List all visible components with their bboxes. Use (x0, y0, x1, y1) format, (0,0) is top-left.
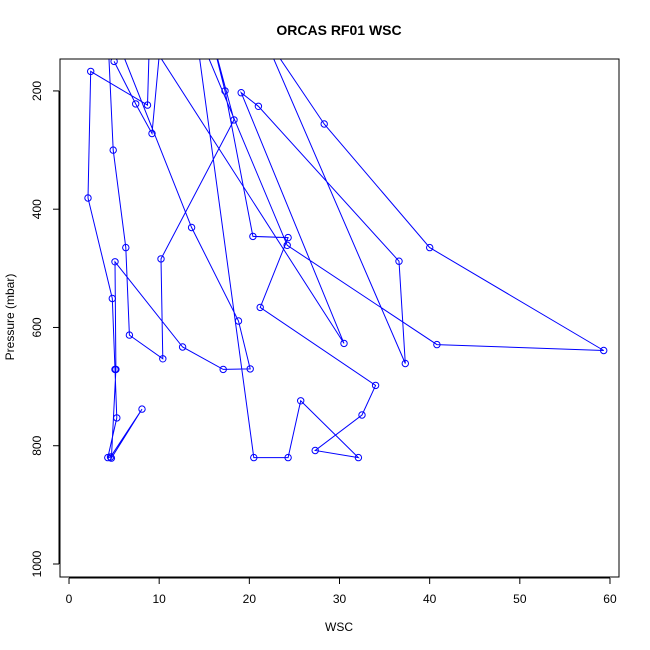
y-tick-label: 1000 (30, 550, 44, 577)
data-point-26 (221, 87, 229, 95)
data-point-43 (259, 29, 265, 35)
data-point-10 (107, 454, 116, 462)
data-point-27 (249, 232, 257, 241)
data-point-18 (104, 11, 110, 17)
data-point-42 (320, 120, 328, 128)
x-tick-label: 50 (513, 592, 527, 606)
y-tick-label: 800 (30, 435, 44, 455)
data-point-1 (143, 101, 152, 109)
data-point-0 (146, 40, 152, 46)
data-point-37 (192, 23, 198, 29)
data-point-31 (358, 411, 366, 419)
data-point-35 (284, 453, 292, 462)
data-point-20 (122, 243, 130, 252)
x-tick-label: 20 (243, 592, 257, 606)
data-point-7 (104, 453, 112, 462)
data-point-16 (234, 317, 243, 325)
data-point-14 (219, 365, 227, 374)
data-point-47 (237, 89, 245, 97)
x-tick-label: 30 (333, 592, 347, 606)
data-point-50 (148, 129, 156, 138)
data-point-49 (158, 59, 161, 60)
x-tick-label: 10 (152, 592, 166, 606)
plot-frame (59, 58, 620, 578)
data-point-22 (159, 355, 167, 363)
data-point-13 (178, 343, 187, 351)
data-point-32 (311, 446, 319, 455)
data-point-46 (254, 102, 263, 111)
y-tick-label: 600 (30, 317, 44, 337)
data-point-23 (157, 255, 165, 263)
data-point-8 (106, 453, 115, 461)
data-point-28 (284, 233, 292, 242)
y-tick-label: 400 (30, 199, 44, 219)
series-markers (84, 11, 608, 462)
x-tick-label: 60 (603, 592, 617, 606)
data-point-25 (206, 23, 212, 29)
x-tick-label: 0 (66, 592, 73, 606)
data-point-15 (246, 365, 254, 373)
x-tick-label: 40 (423, 592, 437, 606)
x-axis: 0 10 20 30 40 50 60 (66, 577, 617, 606)
data-point-11 (112, 365, 120, 374)
data-point-51 (132, 100, 140, 108)
data-point-3 (84, 194, 92, 202)
data-point-38 (283, 241, 291, 250)
y-tick-label: 200 (30, 81, 44, 101)
data-point-52 (110, 59, 118, 66)
data-point-39 (433, 340, 441, 349)
plot-area (84, 11, 608, 462)
data-point-41 (426, 243, 434, 252)
data-point-40 (600, 346, 608, 355)
data-point-24 (230, 116, 238, 124)
data-point-6 (113, 414, 121, 422)
data-point-34 (297, 397, 305, 405)
data-point-17 (187, 223, 196, 232)
data-point-21 (125, 331, 134, 339)
data-point-48 (340, 339, 348, 348)
data-point-4 (108, 294, 117, 303)
y-axis: 200 400 600 800 1000 (30, 81, 60, 577)
data-point-9 (138, 405, 146, 413)
data-point-33 (354, 453, 363, 462)
chart-title: ORCAS RF01 WSC (276, 22, 401, 38)
data-point-44 (401, 359, 409, 368)
series-line (87, 59, 604, 460)
data-point-2 (87, 67, 95, 76)
x-axis-label: WSC (325, 620, 353, 634)
data-point-45 (395, 257, 403, 265)
data-point-30 (371, 381, 380, 390)
data-point-36 (250, 453, 258, 462)
data-point-29 (256, 303, 264, 312)
data-point-19 (109, 146, 117, 154)
data-point-12 (111, 258, 119, 266)
y-axis-label: Pressure (mbar) (3, 274, 17, 361)
